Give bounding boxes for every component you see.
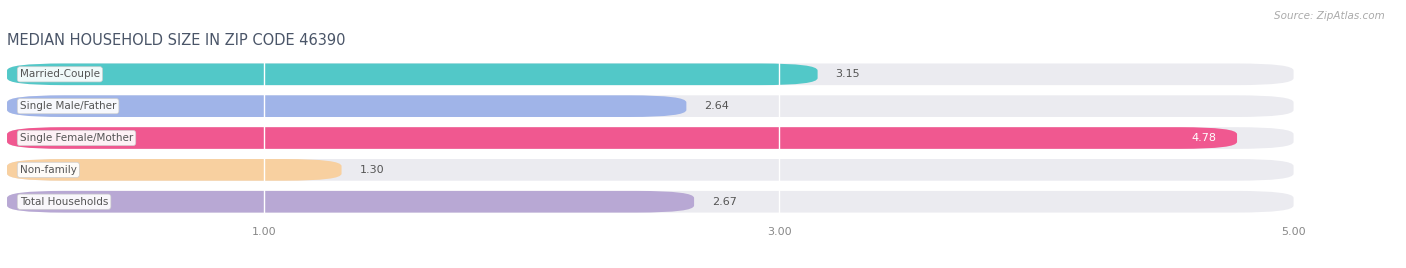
FancyBboxPatch shape [7,95,686,117]
Text: MEDIAN HOUSEHOLD SIZE IN ZIP CODE 46390: MEDIAN HOUSEHOLD SIZE IN ZIP CODE 46390 [7,33,346,48]
FancyBboxPatch shape [7,159,342,181]
Text: Single Female/Mother: Single Female/Mother [20,133,134,143]
Text: 1.30: 1.30 [360,165,384,175]
Text: Non-family: Non-family [20,165,77,175]
Text: Married-Couple: Married-Couple [20,69,100,79]
Text: 2.64: 2.64 [704,101,730,111]
Text: 2.67: 2.67 [711,197,737,207]
Text: Single Male/Father: Single Male/Father [20,101,117,111]
FancyBboxPatch shape [7,64,1294,85]
FancyBboxPatch shape [7,127,1237,149]
FancyBboxPatch shape [7,191,1294,213]
FancyBboxPatch shape [7,95,1294,117]
Text: 4.78: 4.78 [1191,133,1216,143]
FancyBboxPatch shape [7,127,1294,149]
Text: Source: ZipAtlas.com: Source: ZipAtlas.com [1274,11,1385,21]
Text: 3.15: 3.15 [835,69,860,79]
Text: Total Households: Total Households [20,197,108,207]
FancyBboxPatch shape [7,191,695,213]
FancyBboxPatch shape [7,64,818,85]
FancyBboxPatch shape [7,159,1294,181]
